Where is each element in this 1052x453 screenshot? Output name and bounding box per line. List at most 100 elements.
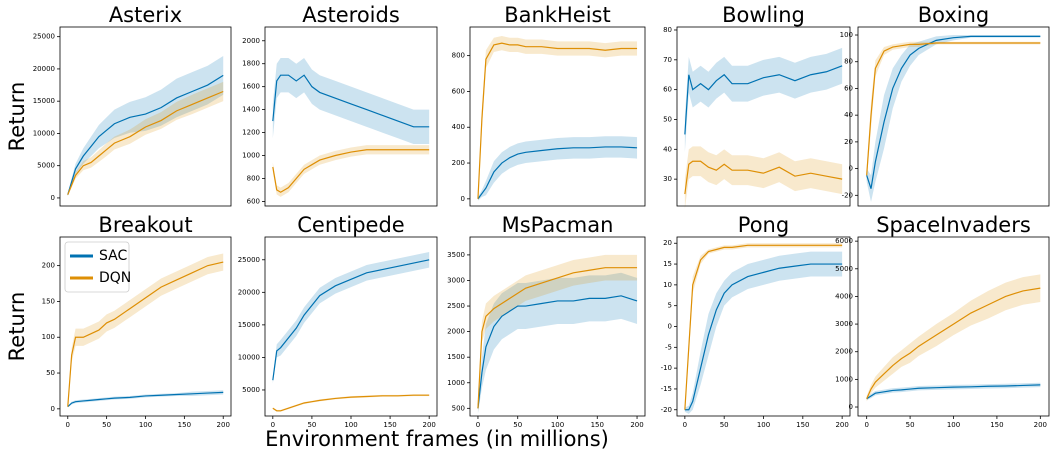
chart-title: SpaceInvaders [876,213,1031,237]
y-tick-label: 10 [663,281,672,289]
x-tick-label: 0 [66,421,70,429]
y-tick-label: 3000 [835,320,853,328]
y-tick-label: 25000 [238,256,260,264]
y-tick-label: 600 [452,87,465,95]
y-tick-label: 800 [452,52,465,60]
y-tick-label: 20 [844,138,853,146]
error-band [866,274,1041,402]
y-tick-label: 0 [668,323,672,331]
y-tick-label: 40 [663,145,672,153]
x-tick-label: 100 [947,421,960,429]
chart-title: BankHeist [504,3,610,27]
series-line [477,267,638,409]
y-tick-label: 1800 [242,60,260,68]
x-tick-label: 200 [217,421,230,429]
y-tick-label: 50 [663,115,672,123]
series-line [67,90,224,195]
y-tick-label: 1600 [242,83,260,91]
series-line [67,391,224,408]
error-band [684,47,843,153]
x-tick-label: 50 [906,421,915,429]
y-tick-label: 10000 [238,353,260,361]
x-tick-label: 0 [864,421,868,429]
y-tick-label: -20 [661,406,672,414]
y-tick-label: 2000 [242,37,260,45]
y-tick-label: 5000 [37,162,55,170]
plot-frame [469,236,646,417]
x-axis-label: Environment frames (in millions) [265,427,609,451]
plot-frame [264,236,438,417]
y-tick-label: 60 [844,84,853,92]
chart-title: MsPacman [502,213,614,237]
y-tick-label: 50 [46,369,55,377]
plot-frame [59,26,232,207]
y-tick-label: 20000 [238,288,260,296]
series-line [866,42,1041,176]
y-tick-label: 20000 [33,65,55,73]
y-tick-label: -10 [661,364,672,372]
x-tick-label: 100 [344,421,357,429]
y-axis-label: Return [5,292,29,362]
y-tick-label: 60 [663,86,672,94]
series-line [67,74,224,195]
y-tick-label: 80 [844,58,853,66]
x-tick-label: 0 [683,421,687,429]
x-tick-label: 100 [551,421,564,429]
x-tick-label: 200 [630,421,643,429]
x-tick-label: 150 [591,421,604,429]
y-tick-label: 1200 [242,129,260,137]
error-band [866,382,1041,401]
y-tick-label: 4000 [835,292,853,300]
series-line [684,65,843,135]
series-line [272,74,430,128]
error-band [272,145,430,197]
series-line [684,244,843,410]
error-band [477,272,638,414]
y-tick-label: 5 [668,302,672,310]
y-tick-label: 1500 [447,353,465,361]
series-line [272,259,430,381]
plot-frame [676,236,851,417]
y-tick-label: 0 [51,405,55,413]
y-tick-label: 15000 [33,97,55,105]
y-tick-label: 1400 [242,106,260,114]
y-tick-label: 800 [247,174,260,182]
series-line [866,384,1041,400]
series-line [477,42,638,199]
y-tick-label: 2000 [835,348,853,356]
error-band [866,35,1041,202]
series-line [272,394,430,412]
error-band [272,251,430,384]
y-tick-label: 3500 [447,251,465,259]
error-band [684,251,843,414]
y-tick-label: 10000 [33,129,55,137]
x-tick-label: 200 [1034,421,1047,429]
y-tick-label: 400 [452,123,465,131]
x-tick-label: 150 [990,421,1003,429]
y-tick-label: 500 [452,404,465,412]
x-tick-label: 0 [476,421,480,429]
error-band [866,41,1041,182]
y-tick-label: -20 [842,191,853,199]
y-tick-label: 40 [844,111,853,119]
plot-frame [264,26,438,207]
series-line [477,295,638,409]
x-tick-label: 50 [513,421,522,429]
y-tick-label: 5000 [835,265,853,273]
series-line [67,261,224,407]
y-tick-label: 0 [849,165,853,173]
x-tick-label: 0 [271,421,275,429]
error-band [272,57,430,145]
x-tick-label: 50 [307,421,316,429]
y-tick-label: 1000 [242,152,260,160]
y-tick-label: 70 [663,56,672,64]
plot-frame [676,26,851,207]
series-line [477,146,638,200]
plot-frame [857,236,1050,417]
legend-label: SAC [99,248,127,264]
error-band [67,253,224,409]
plot-frame [857,26,1050,207]
y-tick-label: 0 [51,194,55,202]
series-line [684,160,843,195]
